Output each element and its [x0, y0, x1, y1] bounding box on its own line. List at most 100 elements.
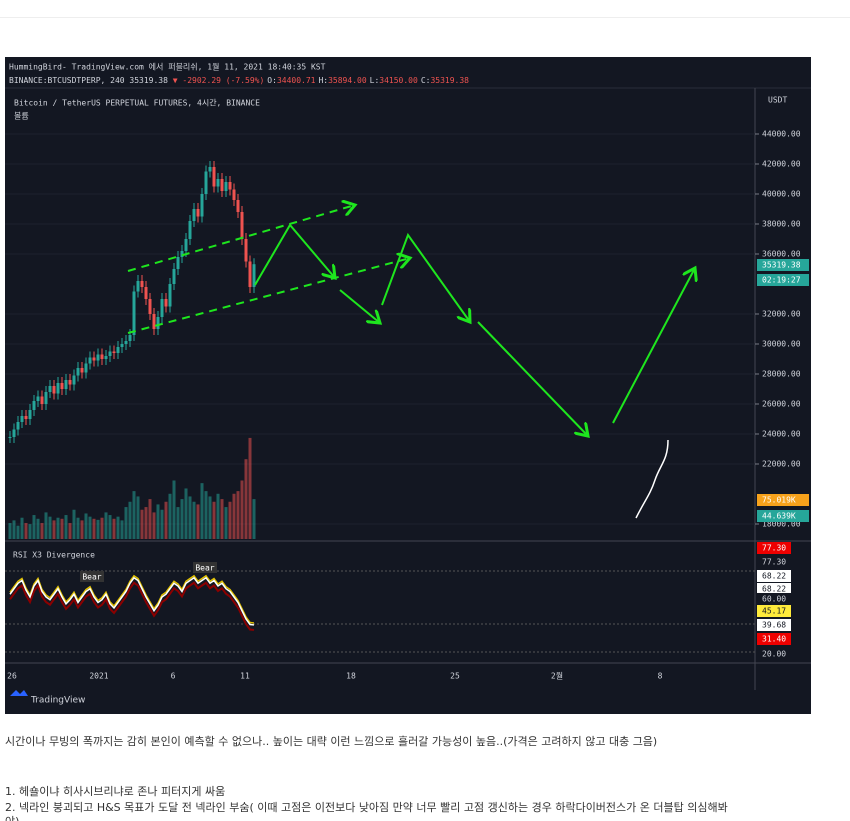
candle [144, 287, 148, 299]
channel-line [127, 258, 410, 334]
bear-box [80, 571, 104, 582]
volume-bar [156, 504, 160, 539]
candle [120, 344, 124, 347]
price-badge [757, 510, 809, 522]
volume-bar [68, 523, 72, 539]
volume-bar [192, 501, 196, 539]
arrow [254, 223, 335, 286]
rsi-line-shadow [9, 581, 255, 631]
candle [96, 354, 100, 361]
ohlc-value: 34400.71 [277, 76, 316, 85]
rsi-badge-text: 45.17 [762, 607, 786, 616]
candle [132, 291, 136, 335]
candle [36, 396, 40, 401]
x-tick-label: 2021 [89, 672, 108, 681]
candle [16, 422, 20, 430]
divider [0, 17, 850, 18]
candle [44, 392, 48, 404]
candle [228, 182, 232, 190]
arrow [477, 321, 588, 436]
candle [100, 354, 104, 359]
volume-bar [176, 507, 180, 539]
volume-bar [60, 518, 64, 539]
y-tick-label: 36000.00 [762, 250, 801, 259]
candle [124, 341, 128, 344]
volume-bar [96, 519, 100, 539]
drawings [127, 205, 695, 436]
volume-bar [64, 515, 68, 539]
candle [224, 182, 228, 191]
volume-bar [168, 493, 172, 539]
ohlc-value: 35894.00 [328, 76, 367, 85]
candle [76, 368, 80, 376]
candle [32, 401, 36, 410]
candle [108, 351, 112, 356]
volume-bar [88, 516, 92, 539]
rsi-badge [757, 619, 791, 631]
candle [176, 257, 180, 269]
candle [152, 314, 156, 329]
price-badge [757, 494, 809, 506]
candle [240, 212, 244, 239]
rsi-badge [757, 542, 791, 554]
ohlc-key: C: [421, 76, 431, 85]
list-item: 야) [5, 813, 19, 821]
volume-bar [120, 520, 124, 539]
candle [196, 209, 200, 217]
volume-bar [244, 459, 248, 539]
volume-bar [236, 491, 240, 539]
volume-bar [228, 501, 232, 539]
rsi-badge-text: 60.00 [762, 595, 786, 604]
rsi-badge-text: 68.22 [762, 572, 786, 581]
volume-bar [220, 499, 224, 539]
y-tick-label: 40000.00 [762, 190, 801, 199]
candle [200, 194, 204, 217]
volume-bar [80, 520, 84, 539]
candle [252, 264, 256, 287]
volume-bar [8, 523, 12, 539]
candle [84, 363, 88, 373]
candle [184, 239, 188, 251]
candle [248, 261, 252, 287]
ohlc-key: O: [267, 76, 277, 85]
candle [236, 200, 240, 212]
paragraph: 시간이나 무빙의 폭까지는 감히 본인이 예측할 수 없으나.. 높이는 대략 … [5, 735, 658, 748]
volume-bar [104, 512, 108, 539]
price-badge-text: 35319.38 [762, 261, 801, 270]
rsi-badge [757, 605, 791, 617]
x-tick-label: 8 [658, 672, 663, 681]
x-tick-label: 18 [346, 672, 356, 681]
candle [48, 386, 52, 392]
volume-bar [200, 483, 204, 539]
rsi-badge [757, 556, 791, 568]
volume-bar [144, 507, 148, 539]
rsi-badge-text: 39.68 [762, 621, 786, 630]
rsi-badge [757, 570, 791, 582]
candle [168, 284, 172, 307]
volume-bar [232, 493, 236, 539]
volume-bar [32, 515, 36, 539]
volume-bar [180, 499, 184, 539]
volume-bar [44, 512, 48, 539]
candle [156, 317, 160, 329]
x-tick-label: 26 [7, 672, 17, 681]
candle [172, 269, 176, 284]
candle [92, 357, 96, 361]
candle [88, 357, 92, 364]
price-badge [757, 274, 809, 286]
volume-bar [136, 496, 140, 539]
volume-label: 볼륨 [14, 111, 29, 121]
candle [24, 416, 28, 419]
price-badge [757, 259, 809, 271]
volume-bar [248, 437, 252, 539]
price-badge-text: 02:19:27 [762, 276, 801, 285]
y-tick-label: 30000.00 [762, 340, 801, 349]
candle [12, 429, 16, 437]
candle [80, 368, 84, 373]
candle [112, 351, 116, 353]
volume-bar [76, 517, 80, 539]
volume-bar [124, 507, 128, 539]
change: ▼ -2902.29 (-7.59%) [173, 76, 265, 85]
candle [164, 299, 168, 307]
candle [68, 380, 72, 385]
